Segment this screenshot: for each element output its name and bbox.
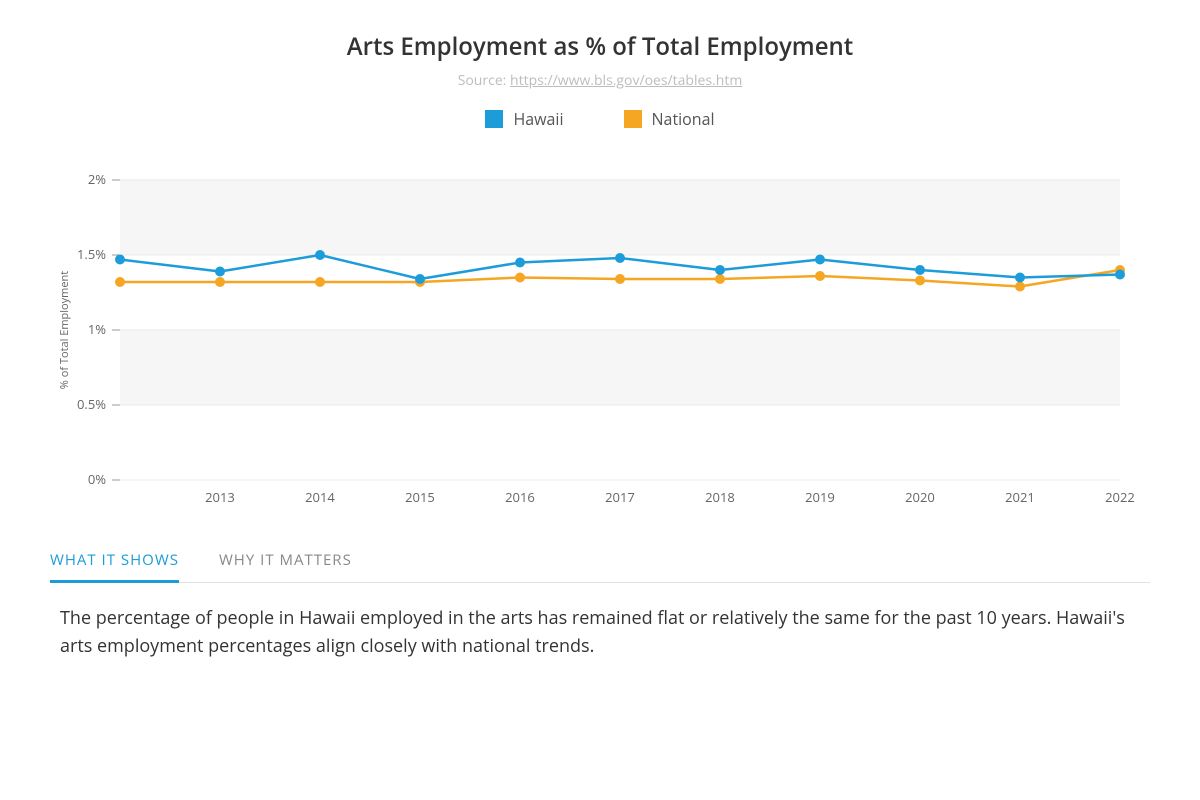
svg-text:2021: 2021 <box>1005 488 1035 506</box>
chart-container: Arts Employment as % of Total Employment… <box>0 0 1200 800</box>
chart-plot-area: 0% 0.5% 1% 1.5% 2% % of Total Employment 2013 2… <box>50 170 1150 510</box>
svg-text:1%: 1% <box>88 320 106 338</box>
chart-source: Source: https://www.bls.gov/oes/tables.h… <box>50 71 1150 90</box>
svg-text:2%: 2% <box>88 170 106 188</box>
svg-text:% of Total Employment: % of Total Employment <box>57 271 72 390</box>
legend-label-national: National <box>652 108 715 130</box>
tab-content: The percentage of people in Hawaii emplo… <box>50 583 1150 661</box>
legend-swatch-national <box>624 110 642 128</box>
svg-text:2022: 2022 <box>1105 488 1135 506</box>
svg-text:0%: 0% <box>88 470 106 488</box>
svg-text:2016: 2016 <box>505 488 535 506</box>
source-link[interactable]: https://www.bls.gov/oes/tables.htm <box>510 71 742 90</box>
legend-label-hawaii: Hawaii <box>513 108 563 130</box>
legend: Hawaii National <box>50 108 1150 130</box>
chart-title: Arts Employment as % of Total Employment <box>50 30 1150 63</box>
svg-text:0.5%: 0.5% <box>77 395 106 413</box>
svg-text:2019: 2019 <box>805 488 835 506</box>
svg-text:2013: 2013 <box>205 488 235 506</box>
tab-why-it-matters[interactable]: WHY IT MATTERS <box>219 540 352 583</box>
svg-text:2015: 2015 <box>405 488 435 506</box>
tab-what-it-shows[interactable]: WHAT IT SHOWS <box>50 540 179 583</box>
legend-swatch-hawaii <box>485 110 503 128</box>
legend-item-national[interactable]: National <box>624 108 715 130</box>
svg-text:2020: 2020 <box>905 488 935 506</box>
line-chart-svg: 0% 0.5% 1% 1.5% 2% % of Total Employment 2013 2… <box>50 170 1150 510</box>
svg-text:2014: 2014 <box>305 488 335 506</box>
svg-text:2017: 2017 <box>605 488 635 506</box>
svg-text:1.5%: 1.5% <box>77 245 106 263</box>
svg-text:2018: 2018 <box>705 488 735 506</box>
tabs: WHAT IT SHOWS WHY IT MATTERS <box>50 540 1150 583</box>
source-prefix: Source: <box>458 71 510 90</box>
legend-item-hawaii[interactable]: Hawaii <box>485 108 563 130</box>
